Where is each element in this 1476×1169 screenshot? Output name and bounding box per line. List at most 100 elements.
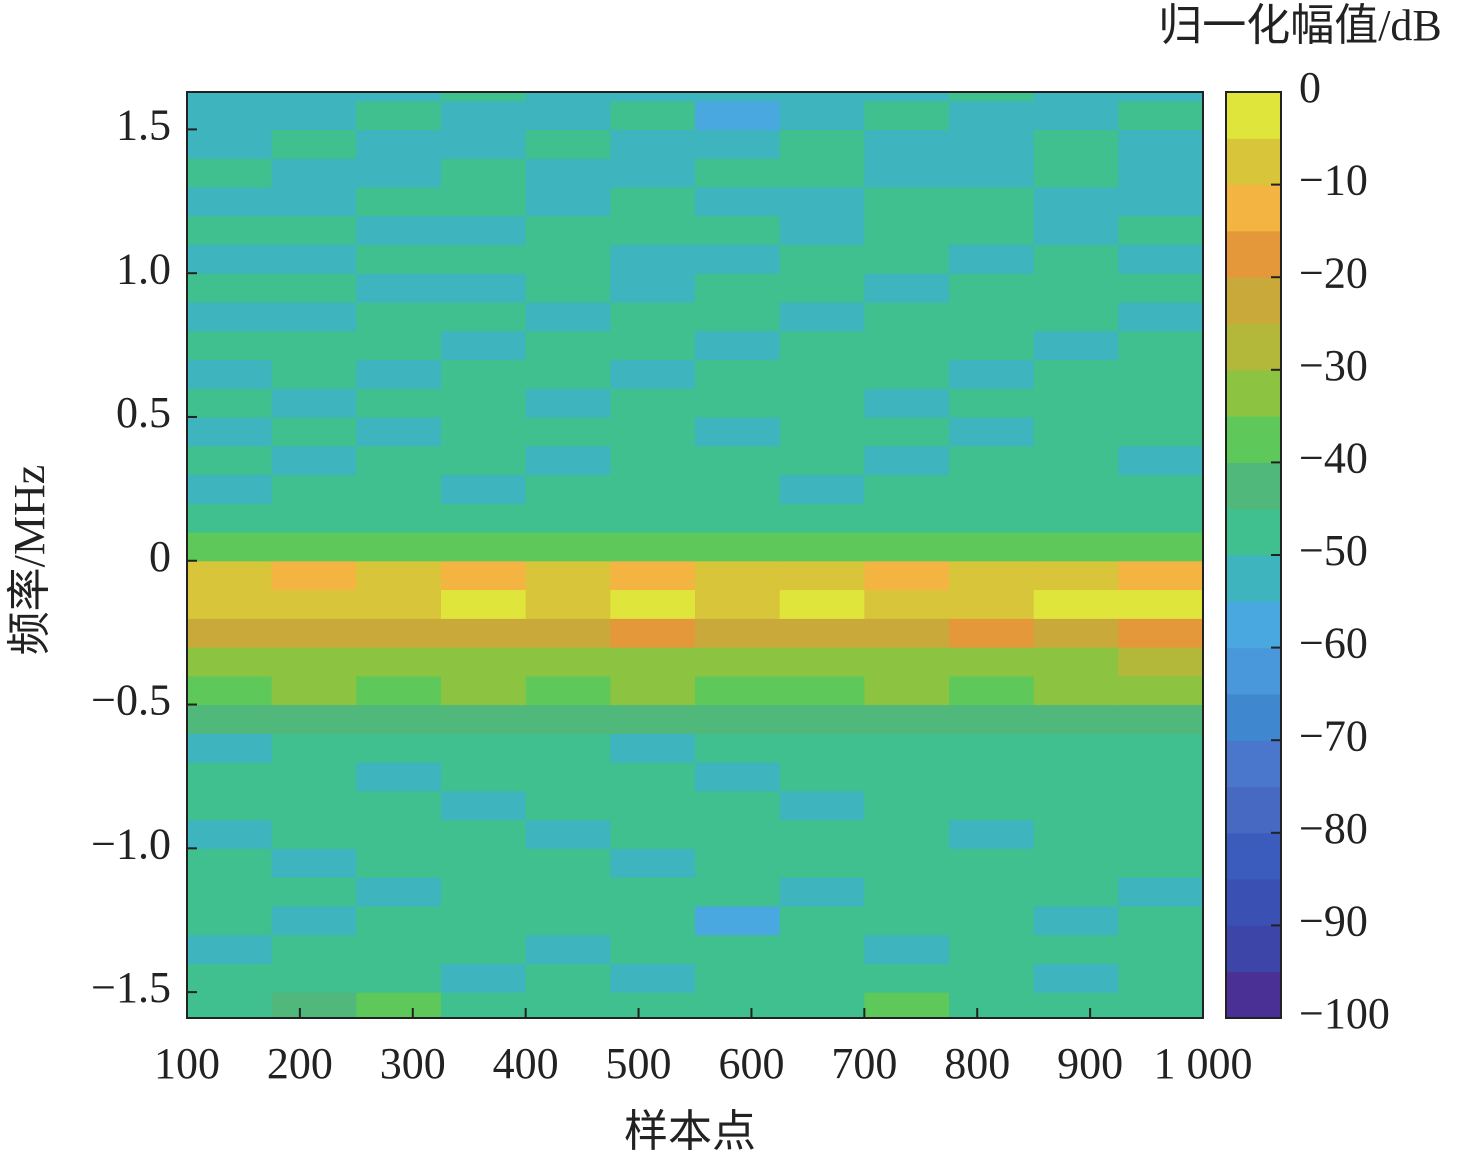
heat-cell [441,790,527,821]
heat-cell [695,704,781,734]
heat-cell [441,733,527,763]
colorbar-segment [1226,323,1281,371]
heat-cell [949,877,1035,907]
heat-cell [610,589,696,619]
heat-cell [610,675,696,706]
heat-cell [356,762,442,792]
x-tick-label: 900 [1057,1039,1123,1088]
heat-cell [1118,647,1204,677]
heat-cell [864,934,950,964]
heat-cell [1118,273,1204,303]
heat-cell [356,905,442,936]
heat-cell [525,186,611,217]
heat-cell [1033,934,1119,964]
heat-cell [356,819,442,849]
heat-cell [356,848,442,878]
heat-cell [187,905,273,936]
heat-cell [1118,877,1204,907]
heat-cell [356,273,442,303]
heat-cell [525,589,611,619]
heat-cell [610,618,696,648]
heat-cell [356,531,442,562]
heat-cell [525,100,611,130]
heat-cell [1118,129,1204,159]
heat-cell [187,186,273,217]
heat-cell [356,244,442,274]
heat-cell [779,589,865,619]
heat-cell [1118,560,1204,591]
heat-cell [695,158,781,188]
heat-cell [187,819,273,849]
heat-cell [1033,905,1119,936]
heat-cell [1033,474,1119,504]
heat-cell [356,992,442,1019]
heat-cell [864,244,950,274]
heat-cell [1033,992,1119,1019]
heat-cell [610,963,696,993]
heat-cell [356,963,442,993]
heat-cell [187,503,273,533]
heat-cell [525,733,611,763]
heat-cell [1033,963,1119,993]
heat-cell [441,129,527,159]
heat-cell [779,244,865,274]
heat-cell [271,733,357,763]
heat-cell [271,963,357,993]
heat-cell [525,474,611,504]
heat-cell [1118,301,1204,332]
heat-cell [271,416,357,447]
heat-cell [779,158,865,188]
heat-cell [695,560,781,591]
heat-cell [1033,416,1119,447]
heat-cell [949,905,1035,936]
x-tick-label: 400 [493,1039,559,1088]
heat-cell [1118,215,1204,246]
heat-cell [1118,474,1204,504]
heat-cell [271,100,357,130]
heat-cell [525,129,611,159]
heat-cell [949,733,1035,763]
heat-cell [187,158,273,188]
heat-cell [695,388,781,418]
colorbar-segment [1226,138,1281,186]
colorbar-tick-label: −80 [1299,804,1368,853]
heat-cell [864,416,950,447]
heat-cell [949,531,1035,562]
heat-cell [356,215,442,246]
x-axis-label: 样本点 [624,1107,756,1156]
heat-cell [271,92,357,102]
y-tick-label: −0.5 [91,676,171,725]
heat-cell [441,158,527,188]
heat-cell [779,848,865,878]
heat-cell [271,445,357,476]
colorbar-tick-label: −40 [1299,433,1368,482]
colorbar-segment [1226,416,1281,463]
heat-cell [864,877,950,907]
heat-cell [525,158,611,188]
heat-cell [1033,877,1119,907]
heat-cell [525,877,611,907]
heat-cell [610,762,696,792]
heat-cell [949,704,1035,734]
heat-cell [949,934,1035,964]
heat-cell [864,388,950,418]
colorbar-tick-label: −60 [1299,619,1368,668]
heat-cell [1033,186,1119,217]
heat-cell [779,704,865,734]
heat-cell [271,905,357,936]
x-tick-label: 100 [154,1039,220,1088]
heat-cell [779,301,865,332]
heat-cell [525,647,611,677]
heat-cell [779,762,865,792]
heat-cell [695,186,781,217]
heat-cell [187,589,273,619]
colorbar-tick-label: −20 [1299,248,1368,297]
colorbar-segment [1226,555,1281,602]
heat-cell [610,790,696,821]
heat-cell [695,733,781,763]
heat-cell [864,560,950,591]
heat-cell [356,877,442,907]
heat-cell [271,790,357,821]
heat-cell [695,301,781,332]
heat-cell [187,92,273,102]
